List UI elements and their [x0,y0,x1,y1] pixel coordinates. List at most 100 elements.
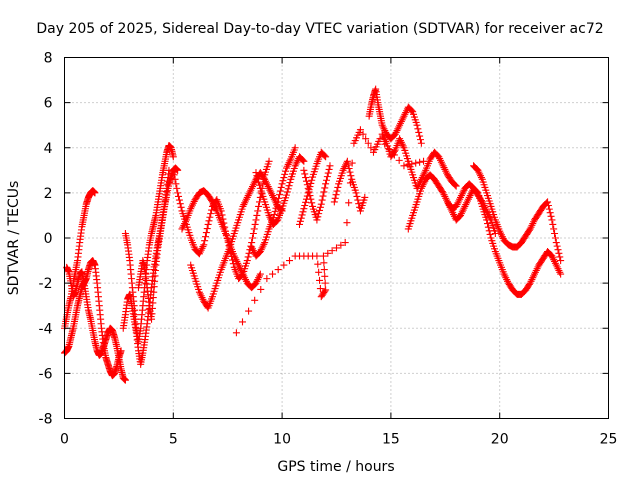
series-arc13 [300,162,334,224]
data-point [556,253,564,261]
series-arc7 [169,157,273,283]
data-point [274,266,282,274]
series-arc12 [296,148,330,228]
data-point [343,157,351,165]
data-point [553,242,561,250]
data-point [341,239,349,247]
data-point [283,188,291,196]
axis-ticks: 0 5 10 15 20 25 -8 -6 -4 -2 0 2 4 6 8 [39,51,618,448]
data-point [525,280,533,288]
data-point [413,121,421,129]
data-point [173,184,181,192]
data-point [346,168,354,176]
data-point [207,210,215,218]
data-point [356,126,364,134]
data-point [557,270,565,278]
data-point [254,175,262,183]
data-point [354,196,362,204]
data-point [324,249,332,257]
y-tick-label: 0 [44,231,53,247]
data-point [301,170,309,178]
data-point [277,183,285,191]
data-point [175,196,183,204]
data-point [172,180,180,188]
x-axis-label: GPS time / hours [277,459,394,475]
data-point [202,229,210,237]
data-point [299,208,307,216]
data-point [272,204,280,212]
series-isolated [232,126,428,337]
data-point [307,195,315,203]
data-point [200,241,208,249]
data-point [279,177,287,185]
data-point [324,169,332,177]
data-point [554,246,562,254]
x-tick-label: 0 [60,432,69,448]
data-point [302,174,310,182]
data-point [169,153,177,161]
data-point [250,225,258,233]
data-point [273,201,281,209]
data-point [282,167,290,175]
data-point [170,171,178,179]
data-point [344,161,352,169]
data-point [415,128,423,136]
data-point [551,229,559,237]
data-point [486,230,494,238]
data-point [364,139,372,147]
data-point [280,174,288,182]
data-point [551,234,559,242]
data-point [362,135,370,143]
data-point [367,144,375,152]
data-point [414,125,422,133]
y-tick-label: -2 [39,276,53,292]
data-point [321,184,329,192]
data-point [316,285,324,293]
data-point [201,237,209,245]
data-point [337,241,345,249]
data-point [263,275,271,283]
data-point [299,156,307,164]
chart-title: Day 205 of 2025, Sidereal Day-to-day VTE… [36,21,603,37]
y-tick-label: 8 [44,51,53,67]
data-point [176,200,184,208]
data-point [203,225,211,233]
data-point [412,159,420,167]
data-point [381,140,389,148]
data-point [352,189,360,197]
series-arc3 [63,263,129,384]
data-point [417,139,425,147]
data-point [296,220,304,228]
data-point [395,156,403,164]
data-point [305,188,313,196]
data-point [257,285,265,293]
data-point [208,197,216,205]
data-point [547,212,555,220]
data-point [271,207,279,215]
data-point [557,257,565,265]
data-point [286,178,294,186]
data-point [416,158,424,166]
data-point [321,279,329,287]
data-point [317,200,325,208]
x-tick-label: 10 [273,432,291,448]
data-point [306,192,314,200]
data-point [544,198,552,206]
data-point [302,198,310,206]
data-point [322,176,330,184]
data-point [273,217,281,225]
data-point [298,211,306,219]
data-point [333,244,340,252]
data-point [297,214,305,222]
data-point [408,107,416,115]
data-point [420,157,428,165]
data-point [314,213,322,221]
data-point [245,249,253,257]
data-point [438,188,446,196]
data-point [484,223,492,231]
data-point [343,219,351,227]
data-point [549,220,557,228]
data-point [408,160,416,168]
data-point [325,165,333,173]
y-tick-label: -6 [39,366,53,382]
